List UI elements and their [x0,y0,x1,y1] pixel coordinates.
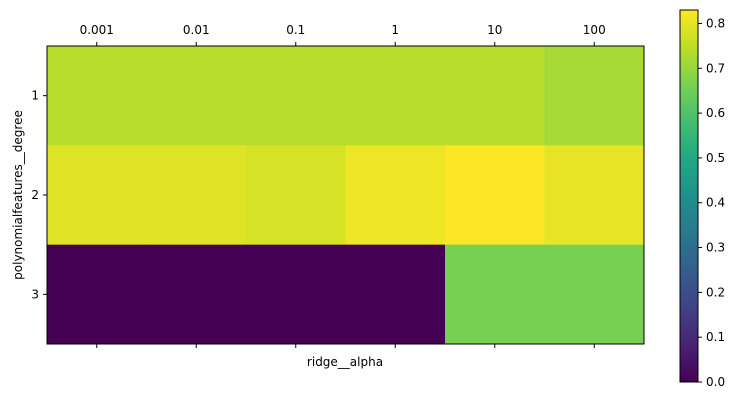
y-axis-label: polynomialfeatures__degree [11,110,25,280]
colorbar-tick-label: 0.0 [706,375,725,389]
heatmap-cell [246,46,346,146]
colorbar-tick-label: 0.8 [706,16,725,30]
colorbar-tick-label: 0.1 [706,330,725,344]
heatmap-cell [445,145,545,246]
heatmap-cell [345,244,446,345]
heatmap-cell [246,145,346,246]
heatmap-cell [47,145,147,246]
colorbar-tick-label: 0.4 [706,196,725,210]
x-axis-ticks: 0.001 0.01 0.1 1 10 100 [80,23,606,348]
y-tick-label: 1 [31,89,39,103]
colorbar-ticks: 0.0 0.1 0.2 0.3 0.4 0.5 0.6 0.7 0.8 [698,16,725,389]
heatmap-cell [146,244,247,345]
heatmap-cell [445,244,545,345]
colorbar-tick-label: 0.5 [706,151,725,165]
heatmap-cell [47,244,147,345]
colorbar-tick-label: 0.6 [706,106,725,120]
heatmap-cell [345,46,446,146]
x-tick-label: 10 [487,23,502,37]
heatmap-cell [445,46,545,146]
y-axis-ticks: 1 2 3 [31,89,47,301]
colorbar-tick-label: 0.3 [706,241,725,255]
heatmap-cell [47,46,147,146]
x-axis-label: ridge__alpha [307,355,383,369]
y-tick-label: 2 [31,188,39,202]
x-tick-label: 100 [583,23,606,37]
heatmap-cell [146,145,247,246]
x-tick-label: 0.01 [183,23,210,37]
x-tick-label: 0.001 [80,23,114,37]
x-tick-label: 1 [391,23,399,37]
heatmap-cell [544,244,645,345]
heatmap-cells [47,46,645,345]
heatmap-cell [544,145,645,246]
colorbar-tick-label: 0.2 [706,285,725,299]
heatmap-cell [345,145,446,246]
heatmap-cell [544,46,645,146]
heatmap-cell [246,244,346,345]
colorbar-tick-label: 0.7 [706,61,725,75]
colorbar [679,9,699,383]
x-tick-label: 0.1 [286,23,305,37]
y-tick-label: 3 [31,287,39,301]
heatmap-cell [146,46,247,146]
